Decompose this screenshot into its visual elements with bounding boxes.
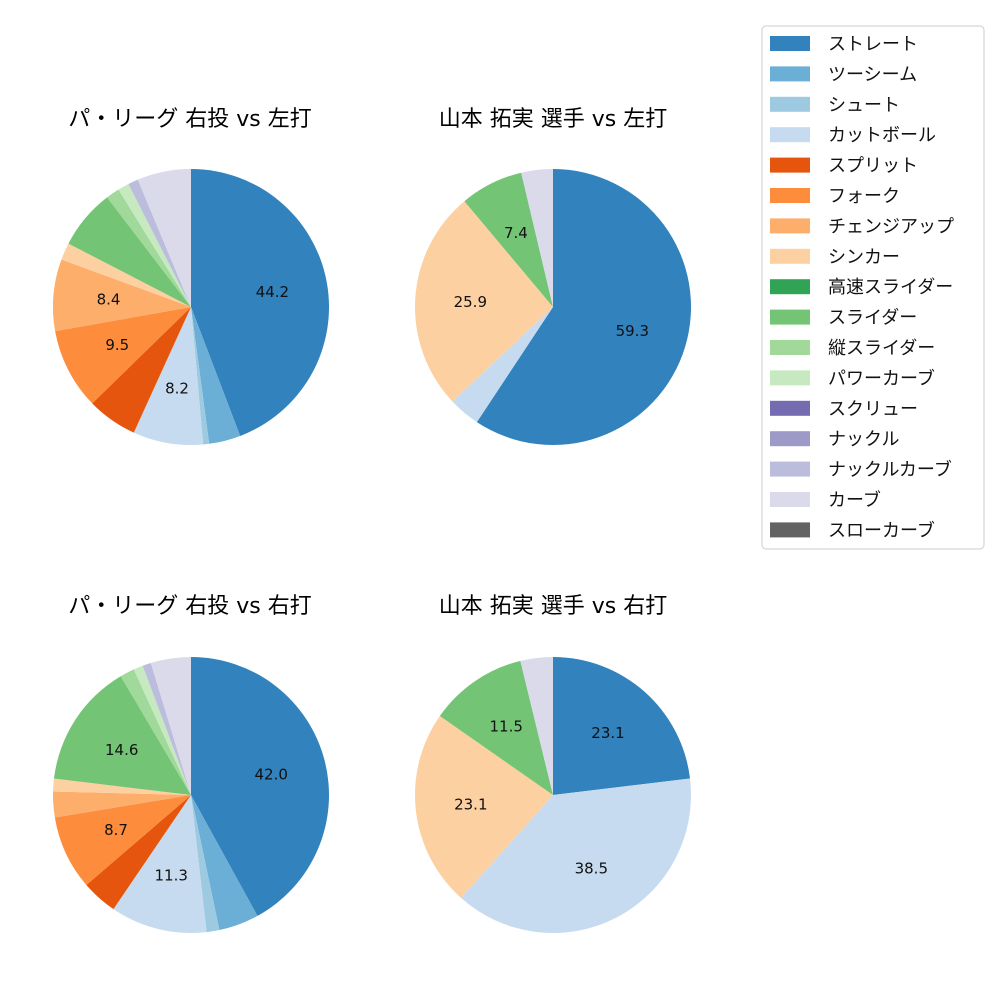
legend-swatch	[770, 188, 810, 203]
pie-slice-3-6	[54, 795, 192, 885]
pie-title-1: パ・リーグ 右投 vs 左打	[68, 107, 311, 132]
pie-slice-3-2	[191, 795, 258, 931]
pie-slice-1-4	[133, 307, 204, 446]
pie-chart-right-pitcher-vs-left-batter: 44.2 8.2 9.5 8.4	[52, 168, 330, 446]
legend-label: ストレート	[828, 34, 918, 55]
legend-swatch	[770, 461, 810, 477]
pie-slice-1-6	[55, 307, 191, 404]
pie-value-label: 8.4	[97, 291, 121, 309]
pie-slice-1-12	[128, 179, 191, 307]
pie-slice-3-7	[52, 791, 191, 818]
legend-swatch	[770, 431, 810, 447]
pie-value-label: 11.3	[154, 866, 187, 884]
pie-slice-2-5	[521, 169, 553, 307]
legend-swatch	[770, 157, 810, 173]
pie-slice-2-4	[464, 172, 553, 307]
pie-slice-4-5	[520, 657, 553, 795]
pie-slice-1-3	[191, 307, 210, 445]
legend-swatch	[770, 340, 810, 355]
pie-slice-3-10	[120, 669, 191, 795]
legend-label: スローカーブ	[828, 519, 935, 541]
legend-swatch	[770, 127, 810, 143]
pie-chart-yamamoto-vs-left-batter: 59.3 25.9 7.4	[414, 169, 692, 446]
pie-title-4: 山本 拓実 選手 vs 右打	[439, 594, 667, 619]
pie-value-label: 23.1	[454, 796, 487, 814]
legend-swatch	[770, 370, 810, 386]
pie-slice-3-5	[86, 795, 191, 910]
pie-value-label: 23.1	[591, 724, 624, 742]
legend-label: スライダー	[828, 308, 917, 329]
pie-value-label: 44.2	[256, 283, 289, 301]
pie-chart-yamamoto-vs-right-batter: 23.1 38.5 23.1 11.5	[415, 657, 692, 934]
pie-slice-3-4	[113, 795, 207, 934]
legend-swatch	[770, 218, 810, 234]
pie-slice-4-2	[461, 778, 692, 934]
legend: ストレートツーシームシュートカットボールスプリットフォークチェンジアップシンカー…	[761, 25, 985, 550]
legend-swatch	[770, 248, 810, 264]
pie-slice-3-9	[53, 676, 192, 795]
pie-slice-3-8	[53, 778, 191, 795]
pie-slice-2-1	[476, 169, 692, 446]
legend-label: ツーシーム	[828, 64, 917, 85]
pie-value-label: 42.0	[254, 765, 287, 783]
pie-value-label: 9.5	[105, 336, 129, 354]
pie-slice-3-11	[133, 665, 191, 795]
legend-label: スクリュー	[828, 399, 918, 420]
legend-label: カットボール	[828, 125, 936, 146]
legend-frame	[761, 25, 985, 550]
legend-swatch	[770, 36, 810, 51]
pie-slice-3-12	[142, 662, 191, 795]
pie-slice-1-1	[191, 169, 330, 436]
legend-label: ナックルカーブ	[828, 459, 952, 481]
pie-title-3: パ・リーグ 右投 vs 右打	[68, 594, 311, 619]
pie-value-label: 59.3	[616, 322, 649, 340]
pie-value-label: 8.2	[165, 380, 189, 398]
legend-label: ナックル	[828, 429, 899, 450]
pie-value-label: 14.6	[105, 741, 138, 759]
legend-label: カーブ	[828, 489, 881, 511]
pie-slice-3-13	[150, 657, 191, 795]
legend-swatch	[770, 492, 810, 507]
legend-label: チェンジアップ	[828, 216, 954, 237]
pie-slice-1-2	[191, 307, 241, 444]
pie-slice-3-1	[191, 657, 329, 916]
pie-value-label: 8.7	[104, 821, 128, 839]
legend-swatch	[770, 400, 810, 416]
pie-title-2: 山本 拓実 選手 vs 左打	[439, 107, 667, 132]
pie-slice-4-1	[553, 657, 691, 795]
pie-slice-4-3	[415, 716, 553, 898]
pie-slice-1-10	[107, 189, 191, 307]
pie-slice-1-5	[92, 307, 191, 433]
pie-slice-4-4	[439, 660, 553, 795]
pie-slice-1-7	[52, 259, 192, 332]
pie-value-label: 11.5	[489, 718, 522, 736]
pie-value-label: 7.4	[504, 224, 528, 242]
pie-slice-1-13	[137, 168, 191, 307]
legend-label: 縦スライダー	[828, 338, 935, 359]
pie-slice-2-2	[452, 307, 553, 423]
pie-slice-1-11	[118, 184, 191, 307]
pie-chart-right-pitcher-vs-right-batter: 42.0 11.3 8.7 14.6	[52, 657, 329, 934]
legend-label: フォーク	[828, 186, 900, 207]
pie-slice-1-8	[61, 243, 192, 307]
legend-label: シュート	[828, 95, 900, 116]
legend-swatch	[770, 309, 810, 325]
legend-swatch	[770, 96, 810, 112]
pie-slice-1-9	[68, 197, 191, 307]
pie-value-label: 38.5	[575, 859, 608, 877]
legend-label: パワーカーブ	[828, 367, 935, 389]
legend-label: シンカー	[828, 247, 900, 268]
legend-label: スプリット	[828, 156, 918, 177]
pie-slice-2-3	[414, 201, 553, 402]
legend-label: 高速スライダー	[828, 277, 953, 298]
pie-value-label: 25.9	[454, 293, 487, 311]
legend-swatch	[770, 279, 810, 295]
legend-swatch	[770, 66, 810, 82]
pie-slice-3-3	[191, 795, 220, 933]
legend-swatch	[770, 522, 810, 538]
